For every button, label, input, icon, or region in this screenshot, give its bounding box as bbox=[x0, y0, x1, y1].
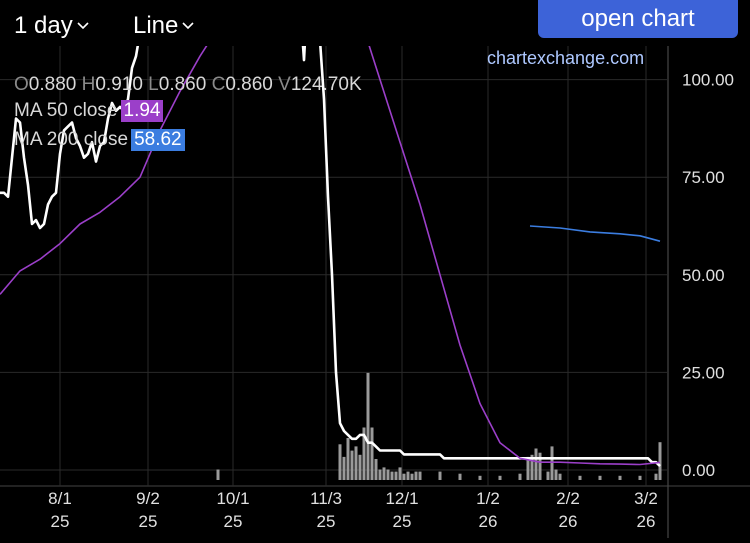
volume-bar bbox=[598, 475, 602, 480]
x-tick-year-label: 25 bbox=[224, 512, 243, 531]
y-tick-label: 100.00 bbox=[682, 71, 734, 90]
volume-bar bbox=[398, 467, 402, 480]
volume-bar bbox=[530, 454, 534, 480]
chart-type-label: Line bbox=[133, 12, 179, 39]
y-tick-label: 75.00 bbox=[682, 168, 725, 187]
x-tick-year-label: 25 bbox=[139, 512, 158, 531]
watermark: chartexchange.com bbox=[487, 48, 645, 68]
x-tick-year-label: 26 bbox=[637, 512, 656, 531]
volume-bar bbox=[374, 459, 378, 480]
ma200-legend: MA 200 close 58.62 bbox=[14, 129, 185, 151]
chevron-down-icon bbox=[77, 22, 89, 30]
x-tick-label: 8/1 bbox=[48, 489, 72, 508]
volume-bar bbox=[546, 471, 550, 480]
volume-bar bbox=[346, 438, 350, 480]
ma200-label: MA 200 close bbox=[14, 129, 129, 150]
x-tick-label: 1/2 bbox=[476, 489, 500, 508]
volume-bar bbox=[498, 475, 502, 480]
volume-bar bbox=[406, 471, 410, 480]
y-tick-label: 50.00 bbox=[682, 266, 725, 285]
volume-bar bbox=[402, 473, 406, 480]
ma200-value: 58.62 bbox=[131, 129, 185, 151]
volume-bar bbox=[438, 471, 442, 480]
volume-bar bbox=[534, 448, 538, 480]
volume-bar bbox=[354, 446, 358, 480]
volume-bar bbox=[418, 471, 422, 480]
volume-bar bbox=[518, 473, 522, 480]
x-tick-year-label: 25 bbox=[51, 512, 70, 531]
x-tick-label: 11/3 bbox=[310, 489, 342, 508]
volume-bar bbox=[526, 456, 530, 480]
close-value: 0.860 bbox=[225, 74, 273, 95]
volume-bar bbox=[654, 473, 658, 480]
close-key: C bbox=[211, 74, 226, 95]
volume-bar bbox=[538, 452, 542, 480]
low-key: L bbox=[148, 74, 159, 95]
chevron-down-icon bbox=[182, 22, 194, 30]
ma50-value: 1.94 bbox=[120, 100, 164, 122]
volume-bar bbox=[362, 427, 366, 480]
volume-bar bbox=[414, 471, 418, 480]
high-value: 0.910 bbox=[95, 74, 143, 95]
volume-bar bbox=[638, 475, 642, 480]
volume-key: V bbox=[278, 74, 291, 95]
x-tick-year-label: 25 bbox=[393, 512, 412, 531]
volume-bar bbox=[216, 469, 220, 480]
volume-value: 124.70K bbox=[290, 74, 362, 95]
volume-bar bbox=[558, 473, 562, 480]
open-value: 0.880 bbox=[28, 74, 77, 95]
volume-bar bbox=[554, 469, 558, 480]
x-tick-year-label: 26 bbox=[479, 512, 498, 531]
ma50-line bbox=[0, 0, 661, 466]
close-price-line bbox=[0, 0, 661, 468]
ohlc-readout: O0.880 H0.910 L0.860 C0.860 V124.70K bbox=[14, 74, 362, 96]
x-tick-label: 12/1 bbox=[385, 489, 418, 508]
volume-bar bbox=[390, 471, 394, 480]
toolbar: 1 day Line open chart bbox=[0, 0, 750, 46]
y-tick-label: 0.00 bbox=[682, 461, 715, 480]
volume-bar bbox=[366, 372, 370, 480]
x-tick-year-label: 25 bbox=[317, 512, 336, 531]
volume-bar bbox=[550, 446, 554, 480]
volume-bar bbox=[458, 473, 462, 480]
x-tick-label: 2/2 bbox=[556, 489, 580, 508]
volume-bar bbox=[478, 475, 482, 480]
x-tick-label: 9/2 bbox=[136, 489, 160, 508]
open-chart-button[interactable]: open chart bbox=[538, 0, 738, 38]
volume-bar bbox=[378, 469, 382, 480]
volume-bar bbox=[658, 442, 662, 480]
volume-bar bbox=[578, 475, 582, 480]
ma50-legend: MA 50 close 1.94 bbox=[14, 100, 164, 122]
low-value: 0.860 bbox=[158, 74, 207, 95]
volume-bar bbox=[618, 475, 622, 480]
volume-bar bbox=[394, 471, 398, 480]
interval-label: 1 day bbox=[14, 12, 73, 39]
ma200-line bbox=[529, 225, 661, 242]
volume-bar bbox=[386, 469, 390, 480]
volume-bar bbox=[358, 454, 362, 480]
volume-bar bbox=[370, 427, 374, 480]
volume-bar bbox=[350, 450, 354, 480]
open-key: O bbox=[14, 74, 29, 95]
volume-bar bbox=[338, 444, 342, 480]
x-tick-label: 10/1 bbox=[216, 489, 249, 508]
interval-selector[interactable]: 1 day bbox=[14, 12, 89, 40]
y-tick-label: 25.00 bbox=[682, 363, 725, 382]
volume-bar bbox=[342, 456, 346, 480]
x-tick-year-label: 26 bbox=[559, 512, 578, 531]
high-key: H bbox=[81, 74, 96, 95]
volume-bar bbox=[410, 473, 414, 480]
chart-type-selector[interactable]: Line bbox=[133, 12, 194, 40]
x-tick-label: 3/2 bbox=[634, 489, 658, 508]
ma50-label: MA 50 close bbox=[14, 100, 118, 121]
volume-bar bbox=[382, 467, 386, 480]
